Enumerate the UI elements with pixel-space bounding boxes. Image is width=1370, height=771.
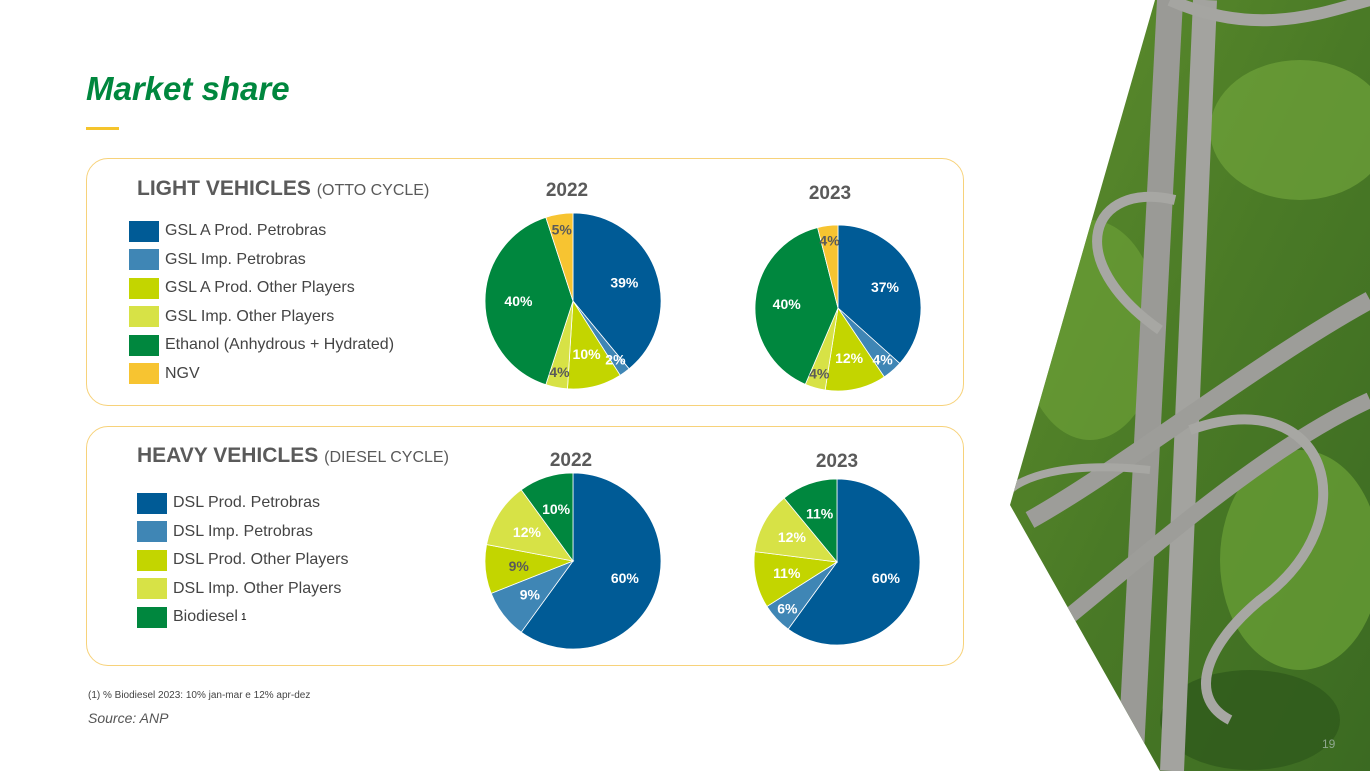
heavy-vehicles-heading: HEAVY VEHICLES (DIESEL CYCLE): [137, 444, 449, 468]
legend-label: GSL A Prod. Petrobras: [165, 222, 327, 240]
legend-swatch: [129, 220, 159, 242]
legend-item: DSL Imp. Other Players: [137, 575, 348, 604]
heavy-vehicles-subtitle: (DIESEL CYCLE): [324, 449, 449, 466]
page-number: 19: [1322, 737, 1336, 751]
pie-slice: [783, 478, 838, 564]
pie-data-label: 5%: [552, 222, 573, 238]
legend-swatch: [137, 521, 167, 543]
pie-slice: [754, 227, 839, 385]
pie-slice: [545, 212, 574, 302]
heavy-2023-year: 2023: [815, 451, 859, 472]
title-underline: [86, 127, 119, 130]
legend-swatch: [129, 306, 159, 328]
legend-label: DSL Prod. Petrobras: [173, 494, 321, 512]
legend-swatch: [129, 249, 159, 271]
legend-label: GSL Imp. Other Players: [165, 307, 335, 325]
pie-data-label: 12%: [778, 529, 807, 545]
heavy-vehicles-panel: [86, 426, 964, 666]
pie-data-label: 12%: [835, 350, 864, 366]
pie-data-label: 60%: [611, 570, 640, 586]
heavy-vehicles-legend: DSL Prod. Petrobras DSL Imp. Petrobras DSL…: [137, 489, 348, 632]
light-vehicles-subtitle: (OTTO CYCLE): [316, 182, 430, 199]
pie-data-label: 10%: [542, 501, 571, 517]
legend-swatch: [137, 549, 167, 571]
pie-slice: [754, 497, 838, 563]
page-title: Market share: [86, 70, 290, 107]
pie-slice: [837, 224, 922, 364]
legend-item: DSL Imp. Petrobras: [137, 518, 348, 547]
light-vehicles-legend: GSL A Prod. Petrobras GSL Imp. Petrobras G…: [129, 217, 394, 388]
light-vehicles-title: LIGHT VEHICLES: [137, 177, 311, 200]
pie-slice: [520, 472, 574, 563]
pie-data-label: 4%: [549, 364, 570, 380]
pie-slice: [787, 478, 921, 646]
pie-data-label: 4%: [873, 351, 894, 367]
legend-item: DSL Prod. Other Players: [137, 546, 348, 575]
pie-data-label: 37%: [871, 279, 900, 295]
heavy-2022-pie-chart: 60% 9% 9% 12%10%: [484, 472, 662, 650]
legend-item: GSL Imp. Other Players: [129, 303, 394, 332]
legend-label: NGV: [165, 364, 200, 382]
pie-slice: [520, 472, 662, 650]
legend-label: Biodiesel: [173, 608, 238, 626]
legend-item: GSL Imp. Petrobras: [129, 246, 394, 275]
pie-data-label: 9%: [520, 586, 541, 602]
legend-swatch: [137, 578, 167, 600]
legend-item: GSL A Prod. Other Players: [129, 274, 394, 303]
legend-label: DSL Imp. Petrobras: [173, 522, 313, 540]
legend-item: GSL A Prod. Petrobras: [129, 217, 394, 246]
heavy-2022-year: 2022: [549, 450, 593, 471]
pie-data-label: 2%: [605, 351, 626, 367]
legend-swatch: [129, 334, 159, 356]
pie-slice: [484, 216, 574, 386]
legend-label: DSL Imp. Other Players: [173, 579, 342, 597]
pie-data-label: 11%: [806, 506, 834, 522]
pie-slice: [817, 224, 839, 309]
legend-swatch: [137, 492, 167, 514]
source-note: Source: ANP: [88, 710, 169, 726]
pie-data-label: 11%: [773, 565, 801, 581]
pie-slice: [824, 306, 885, 392]
light-vehicles-heading: LIGHT VEHICLES (OTTO CYCLE): [137, 177, 429, 201]
light-2022-pie-chart: 39% 2%10%4% 40% 5%: [484, 212, 662, 390]
pie-data-label: 40%: [504, 293, 533, 309]
legend-swatch: [137, 606, 167, 628]
legend-item: NGV: [129, 360, 394, 389]
highway-aerial-photo: [1010, 0, 1370, 771]
pie-slice: [486, 489, 574, 562]
legend-swatch: [129, 363, 159, 385]
heavy-2023-pie-chart: 60% 6% 11% 12% 11%: [753, 478, 921, 646]
heavy-vehicles-title: HEAVY VEHICLES: [137, 444, 319, 467]
pie-slice: [572, 212, 662, 370]
legend-footnote-marker: 1: [240, 611, 247, 623]
legend-label: GSL Imp. Petrobras: [165, 250, 306, 268]
legend-label: Ethanol (Anhydrous + Hydrated): [165, 336, 395, 354]
pie-data-label: 4%: [819, 232, 840, 248]
pie-data-label: 4%: [809, 365, 830, 381]
light-2022-year: 2022: [545, 180, 589, 201]
pie-data-label: 9%: [509, 558, 530, 574]
light-vehicles-panel: [86, 158, 964, 406]
pie-data-label: 60%: [872, 570, 901, 586]
pie-data-label: 6%: [777, 601, 798, 617]
pie-data-label: 12%: [513, 524, 542, 540]
legend-item: DSL Prod. Petrobras: [137, 489, 348, 518]
legend-label: DSL Prod. Other Players: [173, 551, 349, 569]
light-2023-year: 2023: [808, 183, 852, 204]
pie-data-label: 39%: [610, 275, 639, 291]
light-2023-pie-chart: 37% 4% 12% 4% 40% 4%: [754, 224, 922, 392]
footnote: (1) % Biodiesel 2023: 10% jan-mar e 12% …: [88, 690, 311, 701]
pie-data-label: 10%: [573, 346, 602, 362]
legend-label: GSL A Prod. Other Players: [165, 279, 355, 297]
legend-swatch: [129, 277, 159, 299]
legend-item: Ethanol (Anhydrous + Hydrated): [129, 331, 394, 360]
legend-item: Biodiesel 1: [137, 603, 348, 632]
pie-data-label: 40%: [773, 296, 802, 312]
